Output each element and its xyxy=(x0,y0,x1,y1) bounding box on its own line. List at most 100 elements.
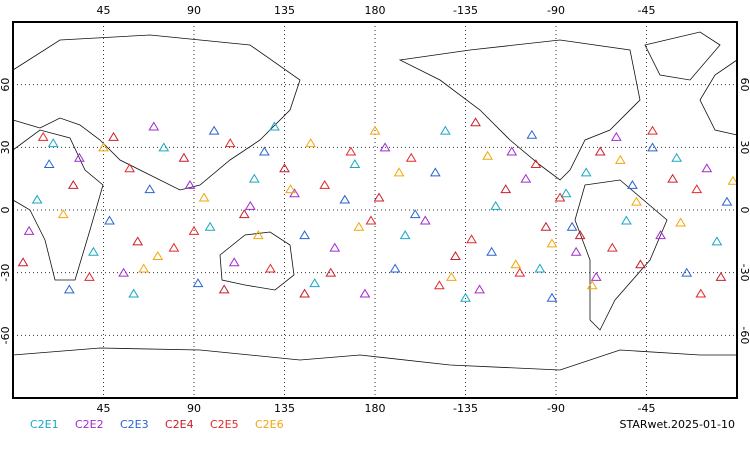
point xyxy=(365,215,377,225)
point xyxy=(309,278,321,288)
point xyxy=(470,117,481,127)
point xyxy=(305,138,317,148)
point xyxy=(446,271,457,281)
coastline xyxy=(12,347,737,371)
coastline xyxy=(574,179,668,331)
coastline xyxy=(398,39,641,181)
point xyxy=(198,192,210,202)
coastline xyxy=(699,59,738,136)
point xyxy=(460,292,471,302)
point xyxy=(627,179,638,189)
point xyxy=(373,192,385,202)
point xyxy=(299,288,310,298)
y-tick-label: 60 xyxy=(0,78,12,92)
point xyxy=(429,167,441,177)
point xyxy=(98,142,109,152)
point xyxy=(586,280,598,290)
point xyxy=(681,267,693,277)
point xyxy=(691,184,703,194)
point xyxy=(440,125,451,135)
point xyxy=(635,259,646,269)
point xyxy=(37,131,49,141)
point xyxy=(67,179,79,189)
x-tick-label: -135 xyxy=(453,402,478,415)
y-tick-label: 30 xyxy=(738,140,750,154)
point xyxy=(590,271,602,281)
point xyxy=(711,236,723,246)
point xyxy=(349,159,361,169)
point xyxy=(614,154,626,164)
point xyxy=(433,280,445,290)
point xyxy=(248,173,260,183)
point xyxy=(144,184,156,194)
point xyxy=(152,250,164,260)
point xyxy=(534,263,546,273)
point xyxy=(285,184,296,194)
x-tick-label: 45 xyxy=(97,402,111,415)
point xyxy=(238,209,250,219)
footer-label: STARwet.2025-01-10 xyxy=(619,418,735,431)
point xyxy=(631,196,642,206)
point xyxy=(526,129,538,139)
point xyxy=(701,163,713,173)
y-tick-label: 0 xyxy=(0,207,12,214)
x-tick-label: 90 xyxy=(187,4,201,17)
point xyxy=(530,159,542,169)
point xyxy=(520,173,532,183)
point xyxy=(57,209,69,219)
legend-label: C2E4 xyxy=(165,418,194,431)
coastline xyxy=(219,231,295,291)
point xyxy=(450,250,461,260)
point xyxy=(192,278,204,288)
point xyxy=(23,225,35,235)
x-tick-label: -45 xyxy=(638,402,656,415)
point xyxy=(228,257,240,267)
point xyxy=(474,284,485,294)
point xyxy=(727,175,739,185)
point xyxy=(621,215,632,225)
point xyxy=(667,173,679,183)
point xyxy=(204,221,216,231)
point xyxy=(252,230,264,240)
legend-label: C2E3 xyxy=(120,418,149,431)
x-tick-label: 90 xyxy=(187,402,201,415)
coastline xyxy=(644,31,721,81)
point xyxy=(63,284,75,294)
point xyxy=(319,179,331,189)
point xyxy=(554,192,566,202)
y-tick-label: -30 xyxy=(0,264,12,282)
point xyxy=(184,179,196,189)
point xyxy=(279,163,290,173)
point xyxy=(506,146,518,156)
point xyxy=(675,217,687,227)
point xyxy=(188,225,200,235)
legend-label: C2E6 xyxy=(255,418,284,431)
point xyxy=(73,152,85,162)
point xyxy=(566,221,578,231)
point xyxy=(124,163,136,173)
map-frame xyxy=(12,21,738,399)
coastline xyxy=(12,129,104,281)
x-tick-label: 180 xyxy=(365,402,386,415)
point xyxy=(715,271,727,281)
point xyxy=(405,152,417,162)
point xyxy=(259,146,270,156)
point xyxy=(31,194,43,204)
point xyxy=(419,215,431,225)
point xyxy=(490,200,502,210)
x-tick-label: 135 xyxy=(274,402,295,415)
point xyxy=(299,230,310,240)
point xyxy=(84,271,95,281)
y-tick-label: 60 xyxy=(738,78,750,92)
point xyxy=(721,196,733,206)
point xyxy=(393,167,405,177)
point xyxy=(500,184,512,194)
x-tick-label: -90 xyxy=(547,4,565,17)
point xyxy=(218,284,230,294)
legend-label: C2E2 xyxy=(75,418,104,431)
point xyxy=(269,121,280,131)
point xyxy=(158,142,170,152)
point xyxy=(510,259,522,269)
point xyxy=(118,267,129,277)
